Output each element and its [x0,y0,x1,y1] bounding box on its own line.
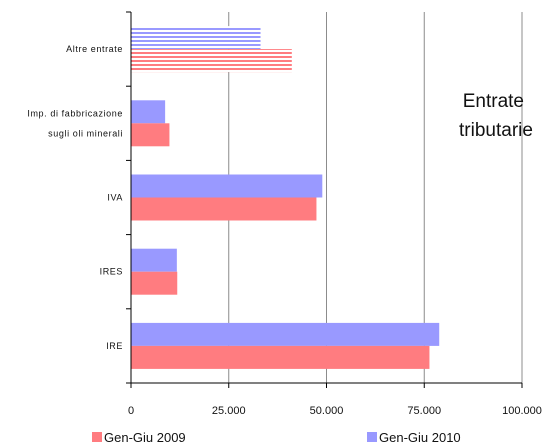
category-label-3-line-0: IRES [100,267,123,277]
legend-item-2010: Gen-Giu 2010 [367,430,461,445]
legend-label-2009: Gen-Giu 2009 [104,430,186,445]
x-tick-label-4: 100.000 [502,405,542,417]
category-label-3: IRES [100,267,123,277]
legend: Gen-Giu 2009 Gen-Giu 2010 [92,430,461,445]
category-label-1-line-1: sugli oli minerali [48,128,123,138]
legend-swatch-2010 [367,432,377,442]
x-tick-label-2: 50.000 [310,405,344,417]
category-label-1-line-0: Imp. di fabbricazione [27,108,123,118]
category-label-2-line-0: IVA [107,193,123,203]
bar-2009-cat-0 [131,49,292,73]
bar-2009-cat-4 [131,345,430,369]
chart-title: Entrate tributarie [459,91,533,141]
category-label-0-line-0: Altre entrate [66,44,123,54]
category-label-2: IVA [107,193,123,203]
bar-2009-cat-1 [131,123,170,147]
bar-2010-cat-0 [131,26,261,50]
legend-label-2010: Gen-Giu 2010 [379,430,461,445]
bar-2009-cat-2 [131,197,317,221]
bar-2010-cat-2 [131,174,323,198]
bars [131,26,440,369]
chart-title-line-2: tributarie [459,120,533,141]
axes [126,11,523,388]
legend-item-2009: Gen-Giu 2009 [92,430,186,445]
bar-2010-cat-3 [131,248,177,272]
bar-2010-cat-4 [131,322,440,346]
category-label-1: Imp. di fabbricazione sugli oli minerali [27,108,123,138]
category-labels: Altre entrate Imp. di fabbricazione sugli … [27,44,123,351]
bar-2009-cat-3 [131,271,178,295]
legend-swatch-2009 [92,432,102,442]
x-tick-label-3: 75.000 [407,405,441,417]
bar-2010-cat-1 [131,100,166,124]
category-label-0: Altre entrate [66,44,123,54]
chart-title-line-1: Entrate [463,91,524,112]
category-label-4: IRE [106,341,123,351]
x-tick-label-1: 25.000 [212,405,246,417]
x-tick-label-0: 0 [128,405,134,417]
x-tick-labels: 0 25.000 50.000 75.000 100.000 [128,405,542,417]
category-label-4-line-0: IRE [106,341,123,351]
